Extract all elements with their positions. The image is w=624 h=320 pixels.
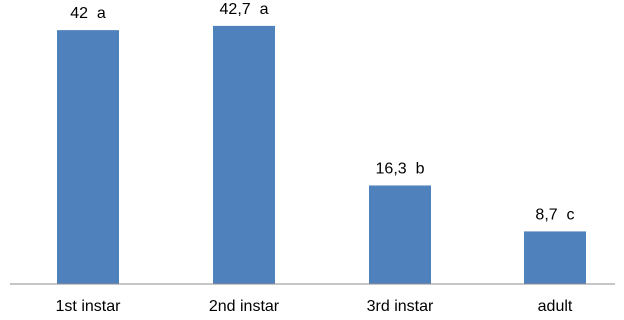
- category-label-1: 1st instar: [56, 298, 122, 315]
- bar-3: [369, 185, 431, 284]
- bars-group: [57, 25, 586, 285]
- data-labels-group: 42 a 42,7 a 16,3 b 8,7 c: [70, 1, 574, 224]
- bar-2: [213, 25, 275, 284]
- category-label-2: 2nd instar: [209, 298, 280, 315]
- bar-1: [57, 30, 119, 285]
- data-label-4: 8,7 c: [535, 206, 574, 223]
- data-label-3: 16,3 b: [376, 160, 425, 177]
- data-label-2: 42,7 a: [220, 1, 269, 18]
- bar-4: [524, 231, 586, 284]
- category-label-3: 3rd instar: [367, 298, 434, 315]
- category-labels-group: 1st instar 2nd instar 3rd instar adult: [56, 298, 573, 315]
- category-label-4: adult: [538, 298, 573, 315]
- data-label-1: 42 a: [70, 5, 106, 22]
